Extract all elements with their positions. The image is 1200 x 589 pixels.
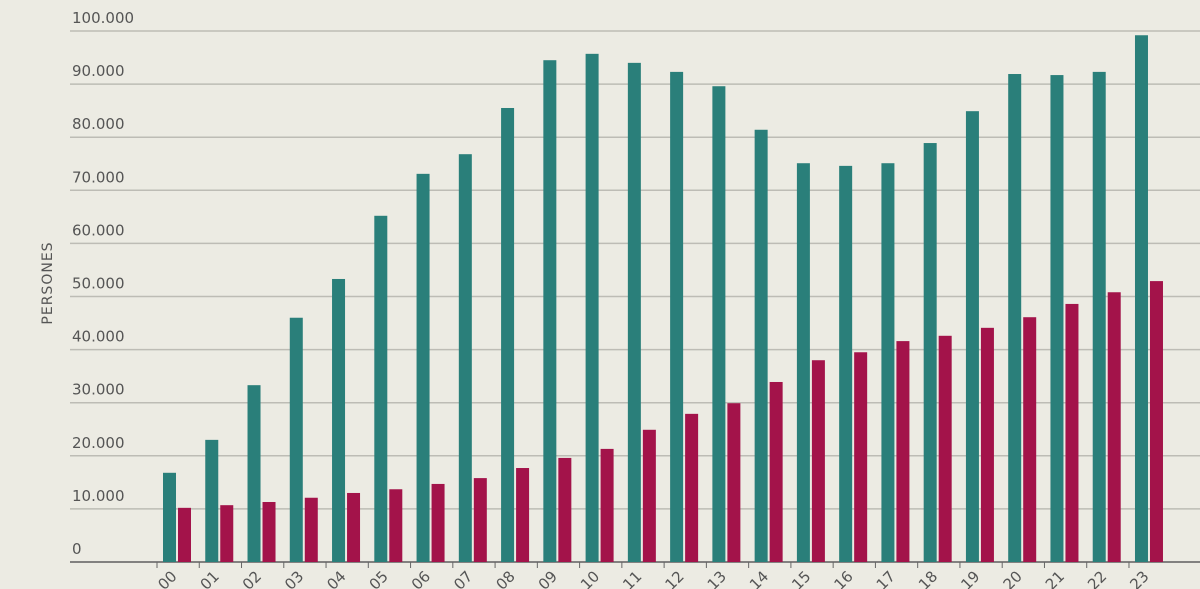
x-tick-label: 15	[788, 567, 814, 589]
bar	[769, 381, 783, 562]
bar	[347, 492, 361, 562]
bar	[1107, 292, 1121, 562]
x-tick-label: 02	[239, 567, 265, 589]
x-tick-label: 17	[873, 567, 899, 589]
bar	[473, 478, 487, 562]
bar	[627, 62, 641, 563]
x-tick-label: 18	[915, 567, 941, 589]
bar	[712, 86, 726, 562]
x-tick-label: 01	[197, 567, 223, 589]
bar	[965, 111, 979, 562]
bar	[332, 278, 346, 562]
x-tick-label: 05	[366, 567, 392, 589]
y-tick-label: 70.000	[72, 168, 125, 186]
bar	[727, 403, 741, 562]
x-tick-label: 23	[1126, 567, 1152, 589]
y-tick-label: 60.000	[72, 221, 125, 239]
x-tick-label: 00	[154, 567, 180, 589]
bar	[289, 317, 303, 562]
bar	[811, 360, 825, 562]
bar	[938, 335, 952, 562]
bar	[247, 385, 261, 562]
bar	[205, 439, 219, 562]
bar	[374, 215, 388, 562]
bar	[431, 483, 445, 562]
x-tick-label: 09	[535, 567, 561, 589]
bar	[1023, 317, 1037, 562]
bar	[178, 507, 191, 562]
x-tick-label: 10	[577, 567, 603, 589]
bar	[1092, 71, 1106, 563]
y-tick-label: 50.000	[72, 275, 125, 293]
bar	[1050, 75, 1064, 562]
x-tick-label: 20	[1000, 567, 1026, 589]
x-tick-label: 08	[492, 567, 518, 589]
x-tick-label: 19	[957, 567, 983, 589]
bar	[262, 501, 276, 562]
bar	[1065, 303, 1079, 562]
x-tick-label: 07	[450, 567, 476, 589]
bar	[1149, 281, 1163, 562]
bar	[796, 163, 810, 562]
bar	[1008, 74, 1022, 563]
x-tick-label: 11	[619, 567, 645, 589]
x-tick-label: 22	[1084, 567, 1110, 589]
bar	[754, 129, 768, 563]
y-tick-label: 30.000	[72, 381, 125, 399]
bar	[1134, 35, 1148, 563]
bar	[670, 71, 684, 563]
bar	[600, 448, 614, 562]
x-tick-label: 14	[746, 567, 772, 589]
x-tick-label: 12	[661, 567, 687, 589]
bar	[220, 505, 234, 562]
bar	[585, 53, 599, 562]
bar	[685, 413, 699, 562]
bar	[458, 154, 472, 562]
bar	[839, 165, 853, 562]
bar	[558, 457, 572, 562]
bar	[516, 468, 530, 562]
x-tick-label: 16	[831, 567, 857, 589]
bar	[304, 497, 318, 562]
y-tick-label: 20.000	[72, 434, 125, 452]
x-tick-label: 06	[408, 567, 434, 589]
y-tick-label: 90.000	[72, 62, 125, 80]
y-axis-label: PERSONES	[40, 241, 56, 324]
y-tick-label: 80.000	[72, 115, 125, 133]
y-tick-label: 100.000	[72, 9, 134, 27]
bar	[389, 489, 403, 562]
bar	[854, 352, 868, 562]
y-tick-label: 0	[72, 540, 82, 558]
y-tick-label: 40.000	[72, 328, 125, 346]
bar	[543, 60, 557, 562]
bar	[896, 341, 910, 562]
x-tick-label: 04	[323, 567, 349, 589]
bar	[881, 163, 895, 562]
bar	[980, 327, 994, 562]
bar	[501, 107, 515, 563]
bar	[163, 472, 176, 562]
y-tick-label: 10.000	[72, 487, 125, 505]
x-tick-label: 13	[704, 567, 730, 589]
x-tick-label: 03	[281, 567, 307, 589]
bar	[923, 143, 937, 562]
bar	[416, 173, 430, 563]
x-tick-label: 21	[1042, 567, 1068, 589]
bar	[642, 429, 656, 562]
